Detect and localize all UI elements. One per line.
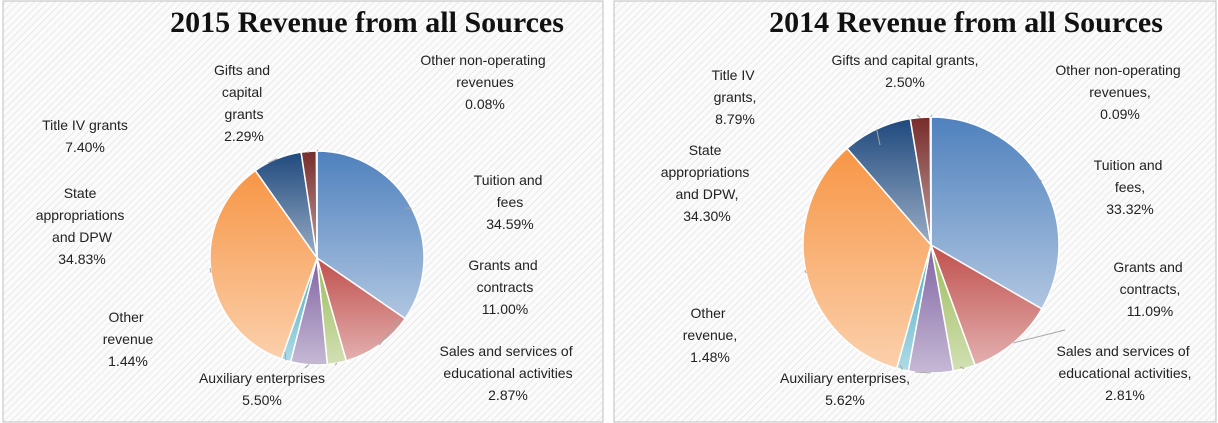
chart-title: 2015 Revenue from all Sources [170,6,564,39]
data-label-value: 34.30% [683,208,730,224]
leader-line [959,366,965,370]
leader-line [304,364,310,369]
leader-line [876,129,881,146]
leader-line [930,114,933,118]
data-label-name: Auxiliary enterprises, [780,370,910,386]
data-label-value: 5.62% [825,392,865,408]
data-label-name: Sales and services of educational activi… [440,343,577,381]
leader-line [914,371,931,374]
pie-slice [315,150,318,259]
leader-line [284,351,287,361]
data-label-value: 1.48% [690,349,730,365]
data-label-value: 7.40% [65,139,105,155]
data-label-value: 2.50% [885,74,925,90]
data-label-value: 8.79% [715,111,755,127]
data-label-name: State appropriations and DPW [36,185,129,245]
leader-line [899,364,903,371]
data-label-value: 34.59% [486,216,533,232]
data-label-name: Gifts and capital grants [214,62,274,122]
data-label-value: 11.09% [1127,303,1173,319]
data-label-value: 0.09% [1100,106,1140,122]
data-label-name: Other revenue [103,309,154,347]
data-label-value: 0.08% [465,96,505,112]
leader-line [1013,329,1066,344]
chart-title: 2014 Revenue from all Sources [769,6,1163,39]
data-label-value: 33.32% [1106,201,1153,217]
leader-line [209,267,212,273]
leader-line [379,317,401,346]
pie-slice [929,116,932,246]
data-label-value: 2.87% [488,387,528,403]
data-label-name: Title IV grants [42,117,128,133]
leader-line [1039,179,1043,182]
data-label-name: Title IV grants, [712,67,759,105]
data-label-value: 2.29% [224,128,264,144]
data-label-name: State appropriations and DPW, [661,142,754,202]
data-label-name: Tuition and fees [474,172,547,210]
data-label-value: 2.81% [1105,387,1145,403]
data-label-name: Auxiliary enterprises [199,370,325,386]
data-label-value: 34.83% [58,251,105,267]
pie-slice [929,243,1043,367]
leader-line [916,114,921,118]
data-label-name: Gifts and capital grants, [831,52,978,68]
data-label-name: Tuition and fees, [1094,157,1167,195]
data-label-name: Grants and contracts [468,257,541,295]
data-label-name: Other revenue, [683,305,737,343]
leader-line [267,158,278,164]
data-label-value: 5.50% [242,392,282,408]
pie-slice [802,147,932,370]
leader-line [316,149,319,152]
leader-line [804,269,807,274]
leader-line [307,151,310,154]
data-label-name: Sales and services of educational activi… [1057,343,1194,381]
data-label-name: Other non-operating revenues [420,52,549,90]
data-label-name: Other non-operating revenues, [1055,62,1184,100]
data-label-value: 1.44% [108,353,148,369]
data-label-name: Grants and contracts, [1113,259,1186,297]
data-label-value: 11.00% [482,301,528,317]
leader-line [334,362,338,366]
